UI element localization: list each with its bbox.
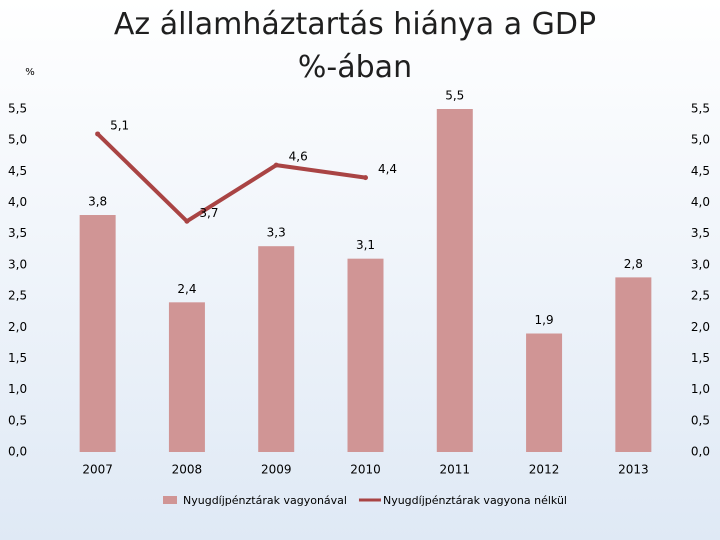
y-tick-label: 4,0 xyxy=(8,195,27,209)
y2-tick-label: 0,5 xyxy=(691,413,710,427)
y2-tick-label: 5,5 xyxy=(691,102,710,116)
data-label: 2,4 xyxy=(177,282,196,296)
x-tick-label: 2010 xyxy=(350,463,381,477)
y-tick-label: 0,0 xyxy=(8,445,27,459)
y-tick-label: 3,0 xyxy=(8,257,27,271)
data-label: 3,3 xyxy=(267,226,286,240)
data-label: 2,8 xyxy=(624,257,643,271)
legend-label: Nyugdíjpénztárak vagyona nélkül xyxy=(383,494,567,507)
x-tick-label: 2008 xyxy=(172,463,203,477)
data-label: 4,6 xyxy=(289,150,308,164)
bar xyxy=(526,333,563,452)
bar xyxy=(436,109,473,452)
legend-swatch xyxy=(163,496,177,504)
bar xyxy=(347,258,384,452)
y2-tick-label: 1,0 xyxy=(691,382,710,396)
y2-tick-label: 0,0 xyxy=(691,445,710,459)
y-tick-label: 3,5 xyxy=(8,226,27,240)
x-tick-label: 2011 xyxy=(440,463,471,477)
title-line: Az államháztartás hiánya a GDP xyxy=(114,7,596,42)
data-label: 3,1 xyxy=(356,238,375,252)
x-tick-label: 2007 xyxy=(82,463,113,477)
y-tick-label: 5,5 xyxy=(8,102,27,116)
y-tick-label: 1,5 xyxy=(8,351,27,365)
y2-tick-label: 1,5 xyxy=(691,351,710,365)
y2-tick-label: 4,5 xyxy=(691,164,710,178)
y2-tick-label: 3,5 xyxy=(691,226,710,240)
data-label: 3,8 xyxy=(88,195,107,209)
y-tick-label: 5,0 xyxy=(8,133,27,147)
bar xyxy=(258,246,295,452)
y-tick-label: 2,0 xyxy=(8,320,27,334)
line-point xyxy=(363,175,368,181)
line-point xyxy=(184,218,190,224)
y2-tick-label: 5,0 xyxy=(691,133,710,147)
y-tick-label: 1,0 xyxy=(8,382,27,396)
y2-tick-label: 2,0 xyxy=(691,320,710,334)
data-label: 3,7 xyxy=(199,206,218,220)
bar xyxy=(79,215,116,452)
bar xyxy=(615,277,652,452)
y-tick-label: 4,5 xyxy=(8,164,27,178)
data-label: 4,4 xyxy=(378,162,397,176)
legend-label: Nyugdíjpénztárak vagyonával xyxy=(183,494,347,507)
title-line: %-ában xyxy=(298,50,412,85)
data-label: 1,9 xyxy=(535,313,554,327)
y2-tick-label: 4,0 xyxy=(691,195,710,209)
line-point xyxy=(273,162,279,168)
y2-tick-label: 2,5 xyxy=(691,289,710,303)
chart-title: Az államháztartás hiánya a GDP %-ában xyxy=(114,7,596,85)
data-label: 5,1 xyxy=(110,118,129,132)
y-tick-label: 0,5 xyxy=(8,413,27,427)
line-point xyxy=(95,131,101,137)
x-tick-label: 2009 xyxy=(261,463,292,477)
y2-tick-label: 3,0 xyxy=(691,257,710,271)
y-tick-label: 2,5 xyxy=(8,289,27,303)
y-axis-label: % xyxy=(25,67,35,78)
data-label: 5,5 xyxy=(445,89,464,103)
x-tick-label: 2012 xyxy=(529,463,560,477)
bar xyxy=(168,302,205,452)
line xyxy=(96,132,366,224)
x-tick-label: 2013 xyxy=(618,463,649,477)
